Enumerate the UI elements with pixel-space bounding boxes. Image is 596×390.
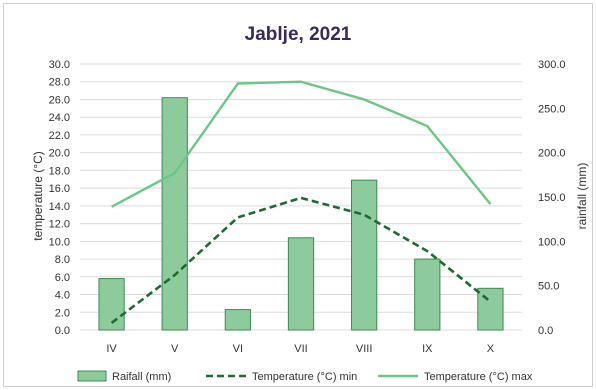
right-tick-label: 150.0	[538, 192, 566, 204]
legend-label: Raifall (mm)	[112, 371, 171, 383]
x-tick-label: X	[487, 343, 495, 355]
left-tick-label: 10.0	[49, 236, 70, 248]
right-axis-ticks: 0.0 50.0 100.0 150.0 200.0 250.0 300.0	[538, 59, 566, 337]
left-tick-label: 2.0	[55, 307, 70, 319]
left-tick-label: 4.0	[55, 290, 70, 302]
left-tick-label: 24.0	[49, 112, 70, 124]
left-axis-ticks: 0.0 2.0 4.0 6.0 8.0 10.0 12.0 14.0 16.0 18.0 20.0 2…	[49, 59, 70, 337]
legend-item: Temperature (°C) max	[378, 371, 533, 383]
right-tick-label: 50.0	[538, 281, 559, 293]
temperature-max-line	[111, 80, 492, 208]
temperature-lines	[110, 80, 492, 324]
rainfall-bar	[161, 97, 188, 331]
left-tick-label: 12.0	[49, 219, 70, 231]
temperature-min-line	[110, 196, 492, 324]
right-tick-label: 0.0	[538, 325, 553, 337]
x-tick-label: IX	[422, 343, 433, 355]
x-tick-label: VIII	[356, 343, 373, 355]
y-axis-right-title: rainfall (mm)	[575, 163, 589, 230]
left-tick-label: 20.0	[49, 148, 70, 160]
legend: Raifall (mm) Temperature (°C) min Temperat…	[77, 370, 533, 383]
legend-label: Temperature (°C) min	[252, 371, 357, 383]
grid-lines	[80, 63, 522, 331]
rainfall-bar	[477, 287, 504, 331]
left-tick-label: 16.0	[49, 183, 70, 195]
left-tick-label: 0.0	[55, 325, 70, 337]
left-tick-label: 18.0	[49, 165, 70, 177]
rainfall-bar	[287, 237, 315, 331]
x-tick-label: VI	[233, 343, 243, 355]
left-tick-label: 6.0	[55, 272, 70, 284]
left-tick-label: 30.0	[49, 59, 70, 71]
rainfall-bar	[351, 179, 378, 331]
left-tick-label: 8.0	[55, 254, 70, 266]
x-tick-label: V	[171, 343, 179, 355]
right-tick-label: 300.0	[538, 59, 566, 71]
legend-swatch	[77, 370, 107, 382]
rainfall-bar	[414, 258, 441, 331]
right-tick-label: 200.0	[538, 148, 566, 160]
legend-item: Temperature (°C) min	[206, 371, 357, 383]
rainfall-bar	[224, 309, 251, 331]
left-tick-label: 22.0	[49, 130, 70, 142]
x-axis-ticks: IV V VI VII VIII IX X	[106, 343, 494, 355]
legend-item: Raifall (mm)	[77, 370, 171, 383]
rainfall-bar	[98, 278, 125, 331]
chart-title: Jablje, 2021	[245, 24, 352, 45]
legend-label: Temperature (°C) max	[424, 371, 533, 383]
x-tick-label: IV	[106, 343, 117, 355]
left-tick-label: 14.0	[49, 201, 70, 213]
right-tick-label: 250.0	[538, 103, 566, 115]
y-axis-left-title: temperature (°C)	[31, 151, 45, 241]
right-tick-label: 100.0	[538, 236, 566, 248]
rainfall-bars	[98, 97, 504, 331]
x-tick-label: VII	[294, 343, 307, 355]
left-tick-label: 26.0	[49, 94, 70, 106]
left-tick-label: 28.0	[49, 77, 70, 89]
